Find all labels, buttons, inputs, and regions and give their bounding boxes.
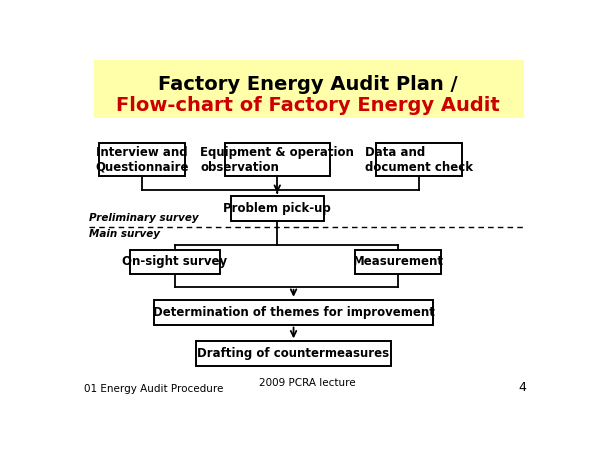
FancyBboxPatch shape xyxy=(100,143,185,176)
Text: On-sight survey: On-sight survey xyxy=(122,256,227,268)
Text: Problem pick-up: Problem pick-up xyxy=(223,202,331,215)
FancyBboxPatch shape xyxy=(154,300,433,324)
FancyBboxPatch shape xyxy=(94,60,524,118)
Text: Main survey: Main survey xyxy=(89,229,160,239)
Text: Factory Energy Audit Plan /: Factory Energy Audit Plan / xyxy=(158,75,457,94)
FancyBboxPatch shape xyxy=(196,341,391,366)
Text: Data and
document check: Data and document check xyxy=(365,146,473,174)
Text: 4: 4 xyxy=(518,381,526,394)
FancyBboxPatch shape xyxy=(130,250,220,274)
Text: Interview and
Questionnaire: Interview and Questionnaire xyxy=(95,146,189,174)
FancyBboxPatch shape xyxy=(225,143,329,176)
Text: 2009 PCRA lecture: 2009 PCRA lecture xyxy=(259,378,356,388)
Text: Determination of themes for improvement: Determination of themes for improvement xyxy=(152,306,434,319)
FancyBboxPatch shape xyxy=(231,196,324,220)
Text: Equipment & operation
observation: Equipment & operation observation xyxy=(200,146,354,174)
Text: Preliminary survey: Preliminary survey xyxy=(89,213,199,223)
Text: Drafting of countermeasures: Drafting of countermeasures xyxy=(197,347,389,360)
Text: Flow-chart of Factory Energy Audit: Flow-chart of Factory Energy Audit xyxy=(116,96,499,115)
Text: 01 Energy Audit Procedure: 01 Energy Audit Procedure xyxy=(84,384,224,394)
FancyBboxPatch shape xyxy=(355,250,441,274)
Text: Measurement: Measurement xyxy=(353,256,443,268)
FancyBboxPatch shape xyxy=(376,143,462,176)
